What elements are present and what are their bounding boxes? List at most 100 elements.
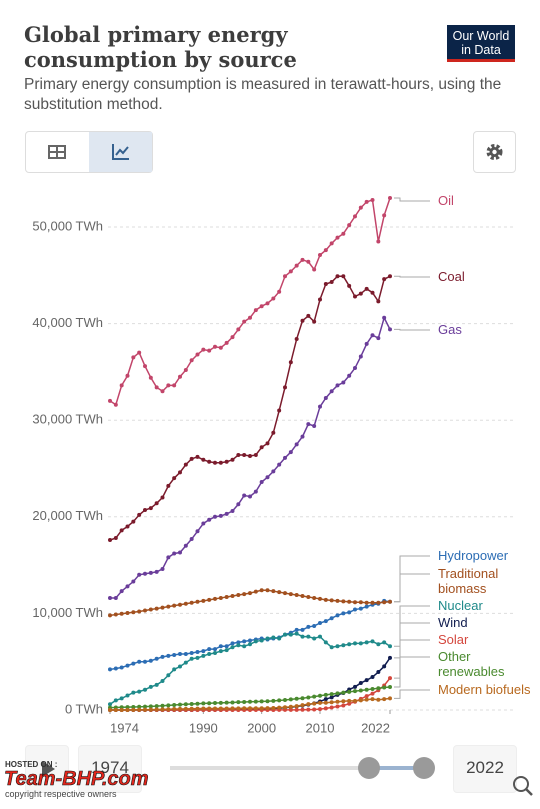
data-point	[119, 383, 124, 388]
data-point	[125, 584, 130, 589]
series-label[interactable]: Solar	[438, 632, 469, 647]
data-point	[137, 704, 142, 709]
data-point	[271, 469, 276, 474]
data-point	[154, 569, 159, 574]
data-point	[353, 214, 357, 219]
data-point	[300, 594, 305, 599]
series-label[interactable]: Nuclear	[438, 598, 483, 613]
data-point	[364, 640, 369, 645]
data-point	[271, 635, 276, 640]
data-point	[353, 366, 357, 371]
data-point	[323, 248, 328, 253]
data-point	[364, 341, 369, 346]
data-point	[131, 707, 136, 712]
data-point	[178, 664, 182, 669]
data-point	[119, 696, 124, 701]
series-label[interactable]: Other renewables	[438, 649, 505, 679]
data-point	[207, 348, 212, 353]
data-point	[183, 706, 188, 711]
data-point	[323, 395, 328, 400]
data-point	[265, 699, 270, 704]
series-label[interactable]: Hydropower	[438, 548, 509, 563]
data-point	[213, 344, 217, 349]
data-point	[388, 327, 392, 332]
data-point	[213, 514, 217, 519]
data-point	[259, 304, 264, 309]
data-point	[288, 632, 293, 637]
data-point	[148, 707, 153, 712]
data-point	[236, 643, 241, 648]
data-point	[318, 621, 322, 626]
data-point	[347, 698, 352, 703]
series-label[interactable]: Gas	[438, 322, 462, 337]
data-point	[265, 301, 270, 306]
slider-handle[interactable]	[358, 757, 380, 779]
series-label[interactable]: Wind	[438, 615, 468, 630]
data-point	[259, 445, 264, 450]
data-point	[183, 702, 188, 707]
data-point	[125, 373, 130, 378]
y-tick-label: 50,000 TWh	[32, 218, 103, 233]
data-point	[213, 460, 217, 465]
data-point	[294, 707, 299, 712]
series-label[interactable]: Coal	[438, 269, 465, 284]
data-point	[277, 590, 282, 595]
data-point	[230, 509, 235, 514]
data-point	[166, 383, 171, 388]
data-point	[213, 647, 217, 652]
data-point	[236, 502, 241, 507]
data-point	[154, 385, 159, 390]
data-point	[242, 452, 247, 457]
series-label[interactable]: Modern biofuels	[438, 682, 531, 697]
settings-button[interactable]	[473, 131, 516, 173]
data-point	[382, 600, 387, 605]
data-point	[154, 707, 159, 712]
data-point	[160, 654, 165, 659]
data-point	[288, 360, 293, 365]
data-point	[358, 291, 363, 296]
data-point	[335, 699, 340, 704]
data-point	[341, 380, 346, 385]
data-point	[189, 456, 194, 461]
play-button[interactable]	[25, 745, 69, 793]
data-point	[312, 595, 317, 600]
data-point	[358, 641, 363, 646]
y-tick-label: 40,000 TWh	[32, 315, 103, 330]
data-point	[178, 602, 182, 607]
data-point	[207, 597, 212, 602]
series-label[interactable]: Traditional biomass	[438, 566, 499, 596]
slider-handle[interactable]	[413, 757, 435, 779]
data-point	[283, 385, 287, 390]
series-label[interactable]: Oil	[438, 193, 454, 208]
data-point	[131, 355, 136, 360]
data-point	[277, 289, 282, 294]
data-point	[195, 599, 200, 604]
data-point	[283, 705, 287, 710]
data-point	[218, 460, 223, 465]
zoom-icon[interactable]	[510, 774, 536, 798]
x-tick-label: 2000	[247, 720, 276, 735]
data-point	[288, 704, 293, 709]
data-point	[166, 703, 171, 708]
data-point	[271, 589, 276, 594]
data-point	[172, 667, 177, 672]
data-point	[154, 606, 159, 611]
data-point	[183, 660, 188, 665]
data-point	[248, 315, 252, 320]
table-tab[interactable]	[26, 132, 89, 172]
data-point	[166, 653, 171, 658]
start-year[interactable]: 1974	[78, 745, 142, 793]
data-point	[370, 333, 375, 338]
data-point	[224, 511, 229, 516]
logo[interactable]: Our World in Data	[447, 25, 515, 62]
data-point	[137, 512, 142, 517]
chart-tab[interactable]	[89, 132, 152, 172]
end-year[interactable]: 2022	[453, 745, 517, 793]
data-point	[242, 319, 247, 324]
data-point	[382, 697, 387, 702]
data-point	[236, 706, 241, 711]
data-point	[388, 599, 392, 604]
data-point	[358, 354, 363, 359]
data-point	[323, 700, 328, 705]
data-point	[178, 374, 182, 379]
